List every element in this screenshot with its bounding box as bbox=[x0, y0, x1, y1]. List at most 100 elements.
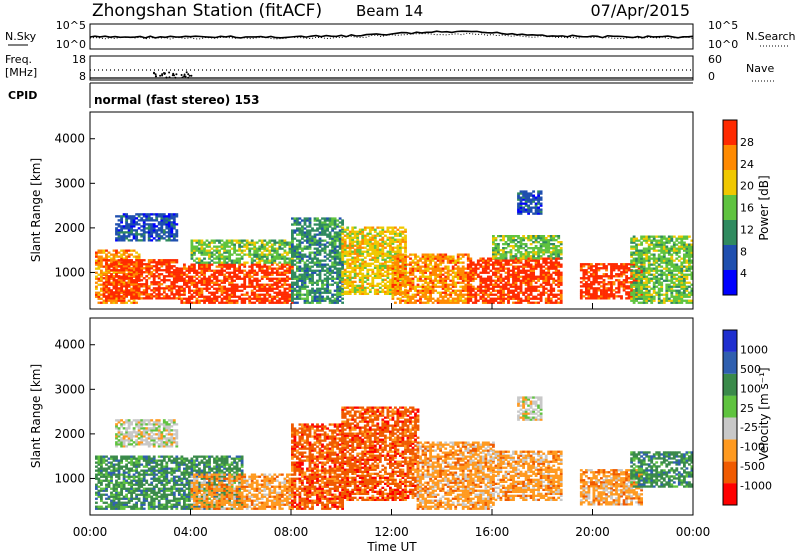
power-cell bbox=[268, 259, 272, 262]
power-cell bbox=[381, 262, 385, 265]
power-cell bbox=[268, 293, 272, 296]
power-cell bbox=[351, 276, 355, 280]
power-cell bbox=[524, 289, 528, 292]
power-cell bbox=[605, 275, 608, 278]
power-cell bbox=[137, 259, 141, 262]
power-cell bbox=[286, 277, 289, 280]
power-cell bbox=[358, 248, 362, 251]
power-cell bbox=[539, 257, 543, 260]
power-cell bbox=[547, 277, 551, 280]
power-cell bbox=[321, 217, 324, 220]
power-cell bbox=[306, 271, 309, 274]
power-cell bbox=[167, 231, 171, 234]
power-cell bbox=[291, 223, 294, 226]
power-cell bbox=[190, 275, 194, 278]
power-cell bbox=[167, 215, 171, 218]
power-cell bbox=[356, 284, 360, 288]
power-cell bbox=[313, 269, 317, 272]
power-cell bbox=[298, 229, 302, 232]
power-cell bbox=[311, 291, 314, 294]
power-cell bbox=[308, 247, 312, 250]
power-cell bbox=[499, 279, 503, 282]
power-cell bbox=[384, 282, 387, 286]
power-cell bbox=[366, 270, 370, 274]
power-cell bbox=[404, 240, 407, 243]
power-cell bbox=[275, 249, 279, 252]
power-cell bbox=[95, 293, 98, 296]
power-cell bbox=[487, 257, 490, 260]
power-cell bbox=[512, 301, 515, 304]
power-cell bbox=[507, 263, 510, 266]
power-cell bbox=[245, 273, 249, 276]
power-cell bbox=[147, 297, 151, 300]
power-cell bbox=[404, 283, 407, 286]
power-cell bbox=[301, 275, 304, 278]
power-cell bbox=[373, 284, 377, 288]
power-cell bbox=[414, 253, 417, 256]
power-cell bbox=[301, 287, 304, 290]
power-cell bbox=[394, 255, 397, 258]
power-cell bbox=[414, 261, 417, 264]
power-cell bbox=[230, 247, 234, 250]
power-cell bbox=[278, 257, 282, 260]
power-cell bbox=[328, 289, 332, 292]
power-cell bbox=[371, 282, 375, 286]
power-cell bbox=[298, 239, 302, 242]
power-cell bbox=[378, 226, 382, 229]
power-cell bbox=[140, 269, 144, 272]
power-cell bbox=[183, 297, 186, 300]
power-cell bbox=[509, 289, 513, 292]
power-cell bbox=[441, 279, 445, 282]
power-cell bbox=[102, 273, 106, 276]
power-cell bbox=[449, 259, 453, 262]
power-cell bbox=[268, 241, 272, 244]
power-cell bbox=[479, 263, 483, 266]
power-cell bbox=[351, 284, 355, 288]
power-cell bbox=[331, 263, 335, 266]
power-heatmap bbox=[95, 190, 694, 304]
power-cell bbox=[107, 281, 111, 284]
power-cell bbox=[286, 271, 289, 274]
power-cell bbox=[532, 285, 536, 288]
power-cell bbox=[263, 275, 267, 278]
power-cell bbox=[336, 295, 340, 298]
power-cell bbox=[534, 251, 538, 254]
power-cell bbox=[105, 257, 108, 260]
power-cell bbox=[534, 247, 538, 250]
power-cell bbox=[507, 273, 510, 276]
power-cell bbox=[361, 230, 365, 233]
power-cell bbox=[198, 301, 201, 304]
power-cell bbox=[283, 255, 287, 258]
power-cell bbox=[316, 289, 319, 292]
power-cell bbox=[95, 251, 98, 254]
power-cell bbox=[233, 265, 237, 268]
power-cell bbox=[162, 233, 166, 236]
power-cell bbox=[554, 293, 558, 296]
power-cell bbox=[303, 273, 307, 276]
power-cell bbox=[497, 269, 500, 272]
power-cell bbox=[263, 287, 267, 290]
power-cell bbox=[195, 271, 199, 274]
power-cell bbox=[162, 297, 166, 300]
power-cell bbox=[522, 190, 526, 193]
power-cell bbox=[268, 261, 272, 264]
power-cell bbox=[404, 275, 407, 278]
power-cell bbox=[401, 283, 405, 286]
power-cell bbox=[283, 291, 287, 294]
power-cell bbox=[539, 196, 543, 199]
power-cell bbox=[95, 291, 98, 294]
power-cell bbox=[233, 279, 237, 282]
power-cell bbox=[245, 241, 249, 244]
power-cell bbox=[286, 267, 289, 270]
power-cell bbox=[331, 293, 335, 296]
power-cell bbox=[135, 229, 139, 232]
power-cell bbox=[371, 252, 375, 255]
power-cell bbox=[336, 299, 340, 302]
power-cell bbox=[258, 245, 262, 248]
power-cell bbox=[122, 277, 126, 280]
power-cell bbox=[542, 279, 546, 282]
power-cell bbox=[401, 232, 405, 235]
power-cell bbox=[145, 215, 149, 218]
power-cell bbox=[341, 280, 345, 284]
power-cell bbox=[534, 202, 538, 205]
